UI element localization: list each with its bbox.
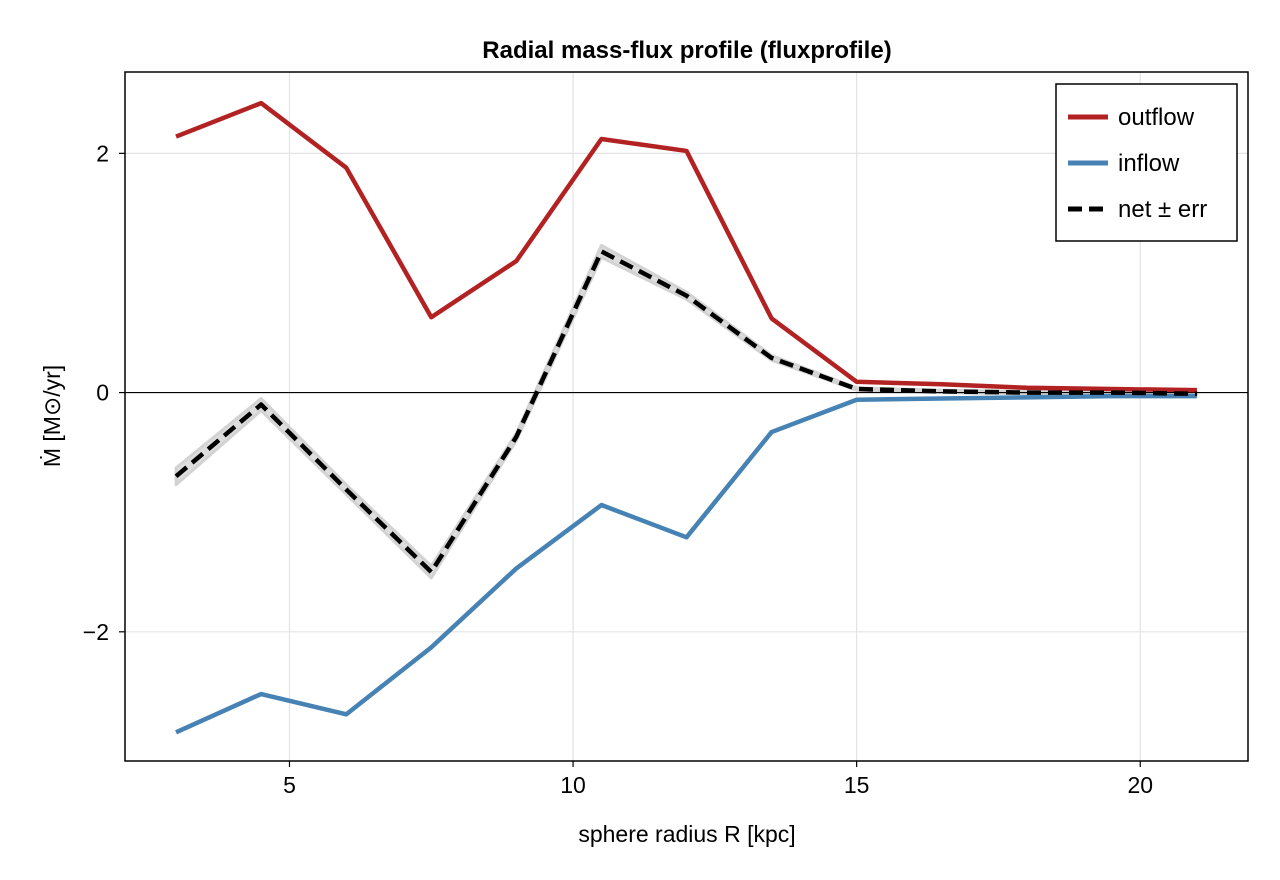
x-tick-label: 5 bbox=[283, 772, 296, 798]
y-tick-label: 0 bbox=[96, 380, 109, 406]
series-layer bbox=[174, 100, 1197, 735]
x-tick-label: 15 bbox=[844, 772, 870, 798]
x-tick-label: 20 bbox=[1127, 772, 1153, 798]
legend-entries: outflow inflow net ± err bbox=[1068, 104, 1207, 223]
plot-frame bbox=[124, 71, 1249, 762]
tick-layer: 5 10 15 20 −2 0 2 bbox=[83, 140, 1153, 798]
legend: outflow inflow net ± err bbox=[1055, 83, 1238, 242]
x-axis-label: sphere radius R [kpc] bbox=[578, 821, 795, 847]
x-tick-label: 10 bbox=[560, 772, 586, 798]
chart-title: Radial mass-flux profile (fluxprofile) bbox=[482, 37, 891, 64]
outflow-line bbox=[175, 100, 1197, 393]
y-tick-label: 2 bbox=[96, 140, 109, 166]
legend-label-outflow: outflow bbox=[1118, 104, 1195, 131]
y-tick-label: −2 bbox=[83, 619, 109, 645]
net-err-line bbox=[174, 249, 1197, 575]
inflow-line bbox=[175, 393, 1197, 735]
legend-label-net-err: net ± err bbox=[1118, 196, 1207, 223]
legend-label-inflow: inflow bbox=[1118, 150, 1180, 177]
y-axis-label: Ṁ [M⊙/yr] bbox=[39, 365, 65, 467]
